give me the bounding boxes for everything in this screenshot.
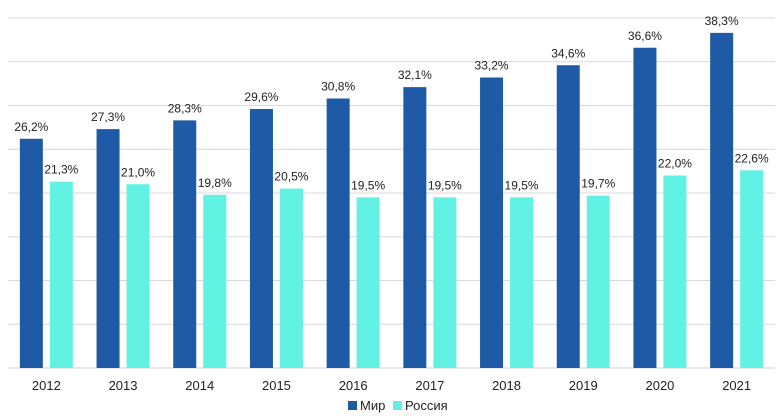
x-tick-label-2016: 2016 (339, 378, 368, 393)
bar-russia-2019 (586, 195, 610, 368)
data-label-russia-2019: 19,7% (581, 177, 615, 191)
bar-russia-2017 (433, 197, 457, 368)
bar-mir-2015 (249, 109, 273, 368)
x-tick-label-2014: 2014 (185, 378, 214, 393)
bar-russia-2018 (510, 197, 534, 368)
bar-russia-2020 (663, 175, 687, 368)
x-axis: 2012 2013 2014 2015 2016 2017 2018 2019 2020 2021 (32, 378, 751, 393)
data-label-russia-2021: 22,6% (735, 151, 769, 165)
bar-mir-2018 (480, 77, 504, 368)
x-tick-label-2018: 2018 (492, 378, 521, 393)
data-label-russia-2020: 22,0% (658, 157, 692, 171)
data-label-russia-2013: 21,0% (121, 165, 155, 179)
bar-mir-2013 (96, 129, 120, 368)
bar-mir-2016 (326, 98, 350, 368)
data-label-mir-2020: 36,6% (628, 29, 662, 43)
legend-swatch-russia (393, 401, 402, 410)
grid-layer (8, 17, 775, 369)
data-label-russia-2012: 21,3% (44, 163, 78, 177)
bar-russia-2016 (356, 197, 380, 368)
data-label-mir-2015: 29,6% (244, 90, 278, 104)
data-label-russia-2014: 19,8% (198, 176, 232, 190)
x-tick-label-2019: 2019 (569, 378, 598, 393)
data-label-mir-2013: 27,3% (91, 110, 125, 124)
legend-label-mir: Мир (360, 398, 385, 413)
data-label-russia-2017: 19,5% (428, 178, 462, 192)
data-label-mir-2012: 26,2% (14, 120, 48, 134)
bar-russia-2012 (49, 181, 73, 368)
bar-russia-2014 (203, 194, 227, 368)
labels-layer: 26,2% 21,3% 27,3% 21,0% 28,3% 19,8% 29,6% 20,5%… (14, 14, 769, 193)
bar-russia-2015 (279, 188, 303, 368)
x-tick-label-2013: 2013 (109, 378, 138, 393)
data-label-mir-2021: 38,3% (705, 14, 739, 28)
bars-layer (19, 32, 764, 368)
x-tick-label-2012: 2012 (32, 378, 61, 393)
bar-mir-2012 (19, 138, 43, 368)
data-label-mir-2017: 32,1% (398, 68, 432, 82)
bar-russia-2013 (126, 184, 150, 368)
data-label-russia-2016: 19,5% (351, 178, 385, 192)
x-tick-label-2020: 2020 (645, 378, 674, 393)
bar-mir-2014 (173, 120, 197, 368)
bar-russia-2021 (740, 170, 764, 368)
data-label-mir-2019: 34,6% (551, 46, 585, 60)
x-tick-label-2015: 2015 (262, 378, 291, 393)
data-label-russia-2015: 20,5% (274, 170, 308, 184)
data-label-mir-2014: 28,3% (168, 101, 202, 115)
bar-mir-2017 (403, 87, 427, 368)
bar-mir-2020 (633, 47, 657, 368)
data-label-mir-2016: 30,8% (321, 80, 355, 94)
legend: Мир Россия (348, 398, 448, 413)
x-tick-label-2021: 2021 (722, 378, 751, 393)
legend-swatch-mir (348, 401, 357, 410)
bar-mir-2021 (710, 32, 734, 368)
data-label-russia-2018: 19,5% (505, 178, 539, 192)
legend-label-russia: Россия (405, 398, 448, 413)
data-label-mir-2018: 33,2% (475, 59, 509, 73)
bar-mir-2019 (556, 65, 580, 368)
x-tick-label-2017: 2017 (415, 378, 444, 393)
